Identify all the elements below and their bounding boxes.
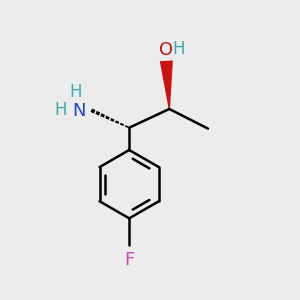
Polygon shape	[160, 60, 173, 109]
Text: H: H	[172, 40, 184, 58]
Text: H: H	[69, 83, 82, 101]
Text: O: O	[159, 41, 173, 59]
Text: H: H	[55, 101, 67, 119]
Text: F: F	[124, 251, 134, 269]
Text: N: N	[72, 102, 86, 120]
